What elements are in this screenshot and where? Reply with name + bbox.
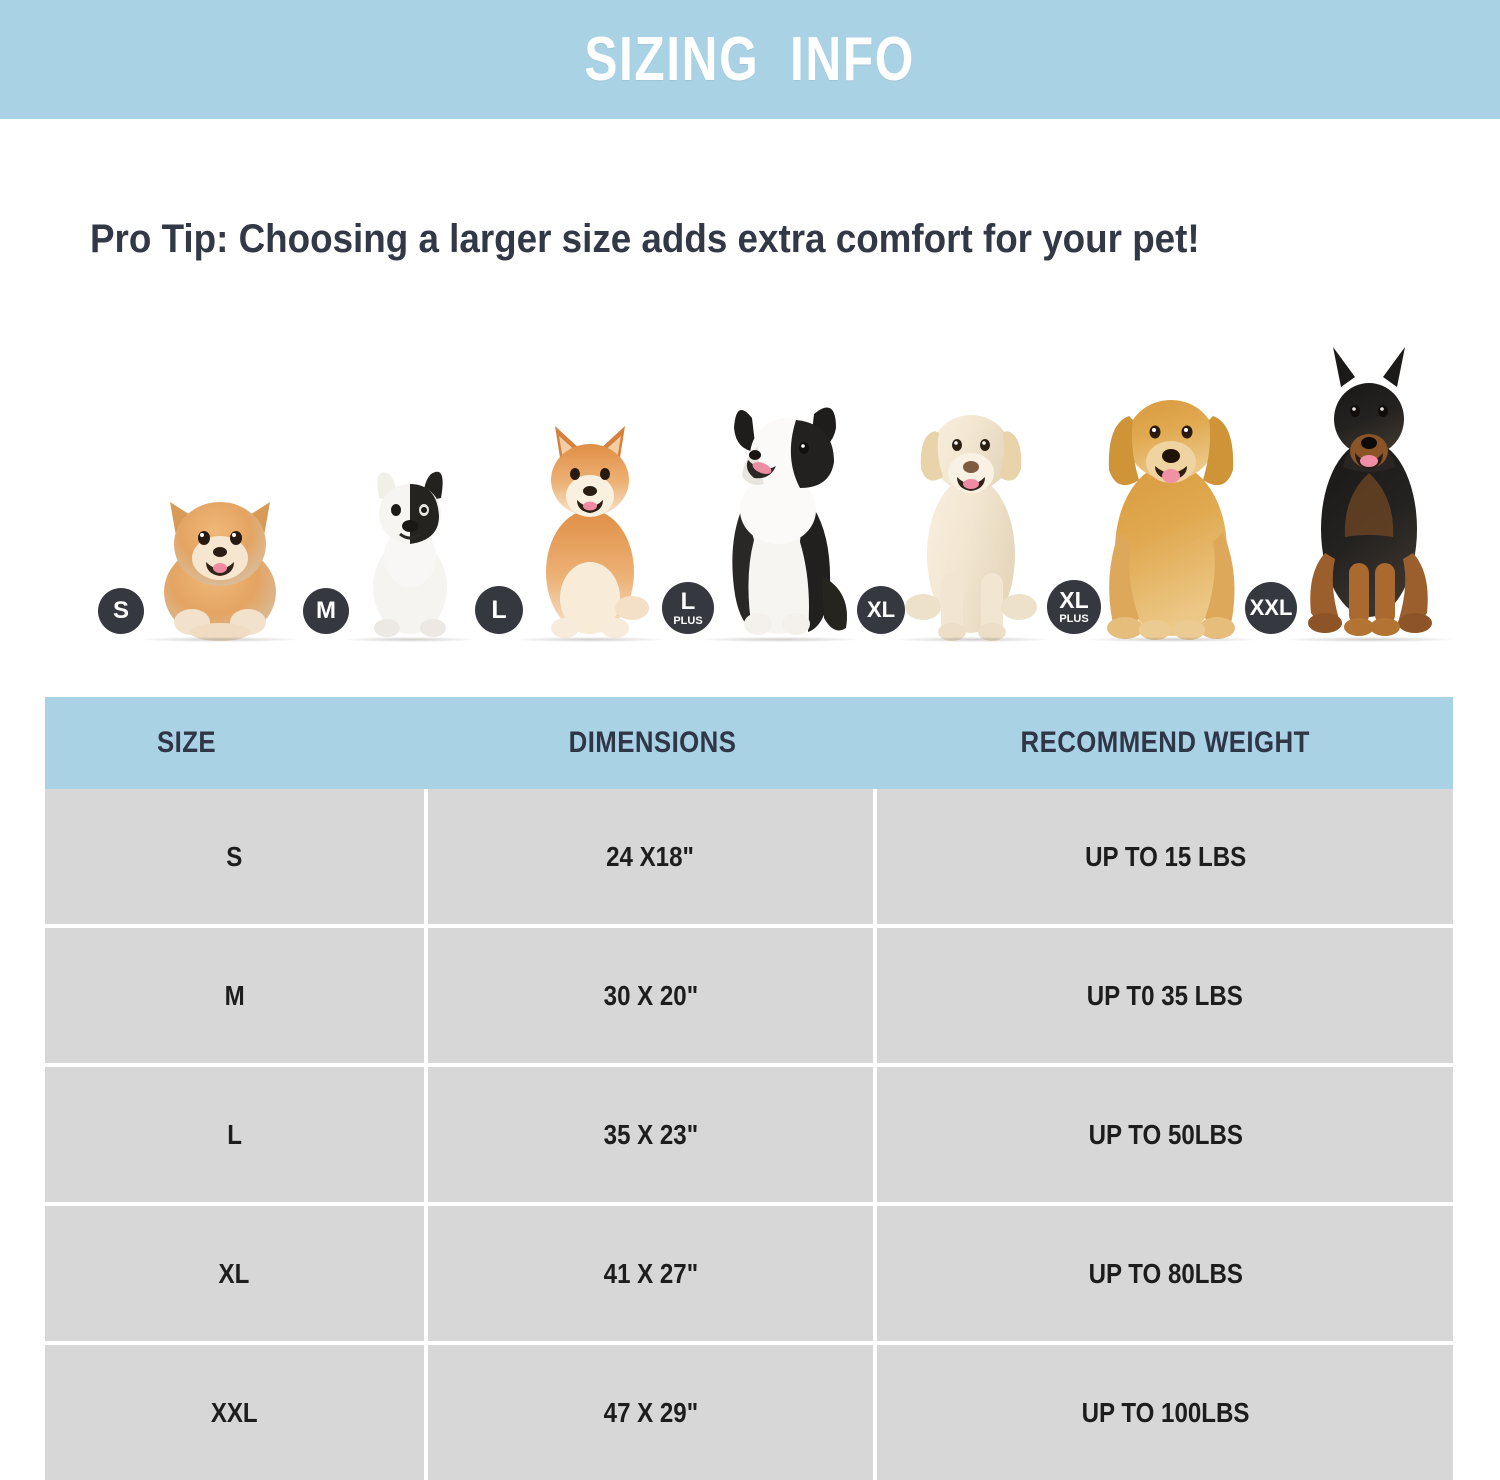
ground-shadow [142,637,298,642]
sizing-table: SIZE DIMENSIONS RECOMMEND WEIGHT S 24 X1… [45,697,1453,1480]
table-header-row: SIZE DIMENSIONS RECOMMEND WEIGHT [45,697,1453,789]
size-badge-label: L [680,587,696,615]
size-badge-m: M [303,588,349,634]
pro-tip-row: Pro Tip: Choosing a larger size adds ext… [90,208,1420,270]
size-badge-s: S [98,588,144,634]
dog-entry-xl: XL [857,377,1050,642]
page-header-banner: SIZING INFO [0,0,1500,119]
cell-weight: UP T0 35 LBS [877,928,1453,1067]
table-row: M 30 X 20" UP T0 35 LBS [45,928,1453,1067]
cell-weight: UP TO 15 LBS [877,789,1453,928]
cell-dimensions: 41 X 27" [427,1206,878,1345]
french-bulldog-illustration [373,471,447,637]
page-title: SIZING INFO [584,25,916,94]
cell-weight: UP TO 50LBS [877,1067,1453,1206]
dog-size-lineup: S M [0,320,1500,650]
dog-entry-l-plus: L PLUS [662,392,860,642]
cell-weight: UP TO 100LBS [877,1345,1453,1480]
doberman-pinscher-illustration [1308,347,1432,636]
size-badge-xl-plus: XL PLUS [1047,580,1101,634]
table-row: XXL 47 X 29" UP TO 100LBS [45,1345,1453,1480]
golden-retriever-illustration [1107,400,1235,640]
ground-shadow [517,637,663,642]
ground-shadow [897,637,1048,642]
cell-size: M [45,928,428,1067]
pro-tip-text: Pro Tip: Choosing a larger size adds ext… [90,216,1200,261]
pomeranian-illustration [164,502,276,641]
ground-shadow [1287,637,1453,642]
shiba-inu-illustration [546,426,649,638]
dog-entry-l: L [475,412,665,642]
cell-dimensions: 47 X 29" [427,1345,878,1480]
ground-shadow [347,637,473,642]
column-header-dimensions: DIMENSIONS [427,697,878,789]
cell-size: XL [45,1206,428,1345]
column-header-size: SIZE [45,697,428,789]
table-row: S 24 X18" UP TO 15 LBS [45,789,1453,928]
cell-weight: UP TO 80LBS [877,1206,1453,1345]
dog-entry-xl-plus: XL PLUS [1047,362,1260,642]
size-badge-label: S [112,597,129,624]
table-row: L 35 X 23" UP TO 50LBS [45,1067,1453,1206]
table-row: XL 41 X 27" UP TO 80LBS [45,1206,1453,1345]
dog-entry-s: S [98,472,300,642]
size-badge-xl: XL [857,586,905,634]
dog-entry-m: M [303,452,475,642]
size-badge-l-plus: L PLUS [662,582,714,634]
dog-entry-xxl: XXL [1245,347,1455,642]
ground-shadow [1087,637,1258,642]
cell-size: S [45,789,428,928]
ground-shadow [702,637,858,642]
labrador-retriever-illustration [905,415,1037,641]
size-badge-xxl: XXL [1245,582,1297,634]
cell-size: L [45,1067,428,1206]
size-badge-sublabel: PLUS [1059,613,1089,625]
cell-size: XXL [45,1345,428,1480]
border-collie-illustration [732,407,847,635]
size-badge-label: M [316,597,336,624]
size-badge-label: L [491,595,507,624]
size-badge-label: XXL [1249,595,1293,620]
size-badge-sublabel: PLUS [673,614,703,627]
cell-dimensions: 24 X18" [427,789,878,928]
size-badge-label: XL [1059,587,1089,613]
size-badge-label: XL [866,597,896,622]
cell-dimensions: 30 X 20" [427,928,878,1067]
cell-dimensions: 35 X 23" [427,1067,878,1206]
column-header-recommend-weight: RECOMMEND WEIGHT [877,697,1453,789]
size-badge-l: L [475,586,523,634]
